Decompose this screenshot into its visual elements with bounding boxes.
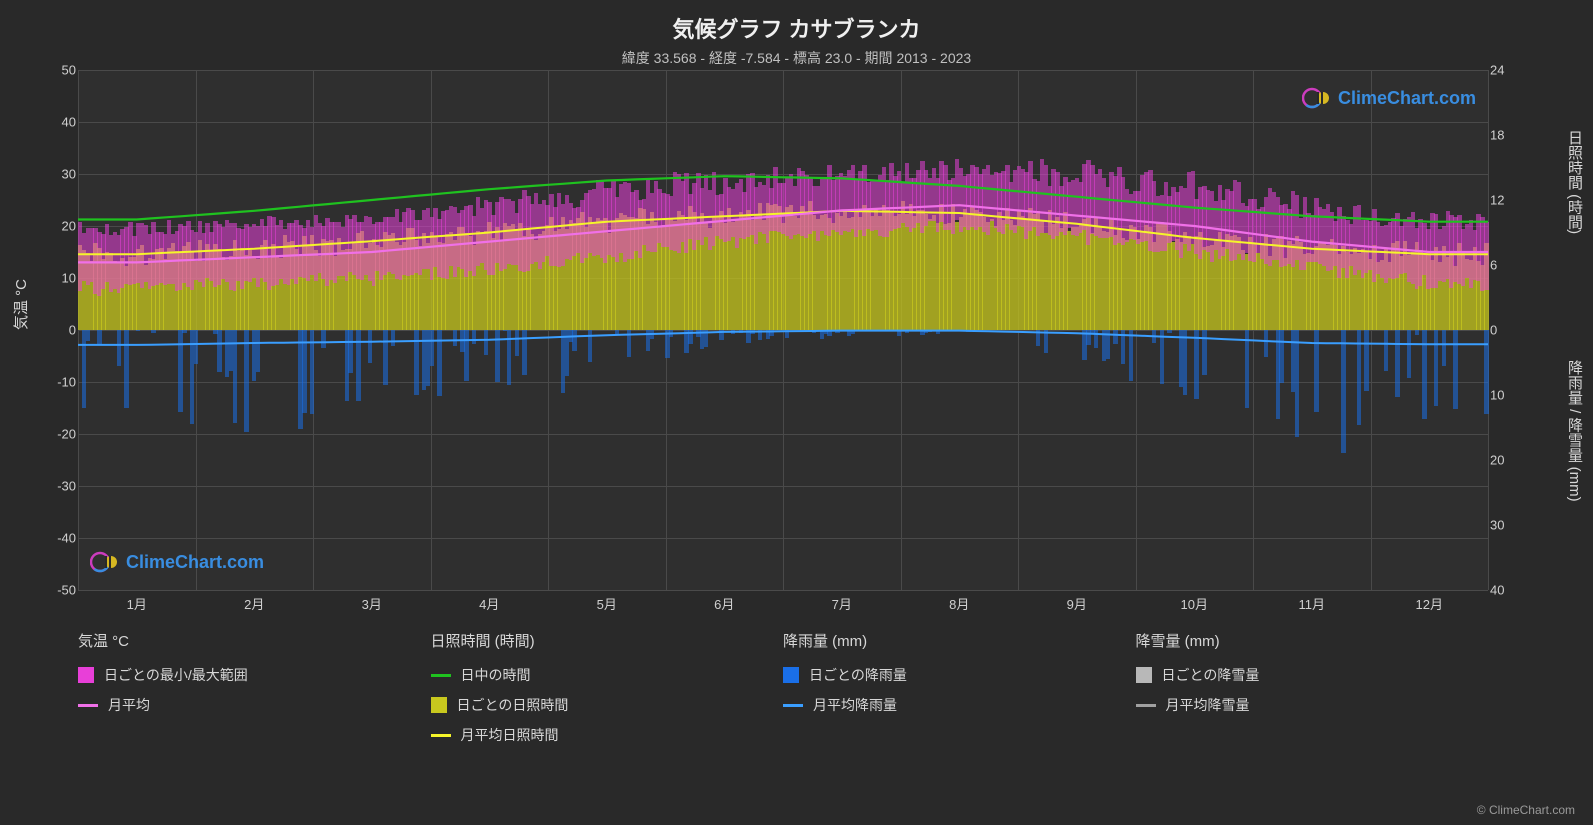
legend-label: 月平均 <box>108 695 150 715</box>
x-tick-month: 2月 <box>244 594 264 613</box>
legend-col-snow: 降雪量 (mm) 日ごとの降雪量 月平均降雪量 <box>1136 630 1489 745</box>
y-right-axis-label-sunshine: 日照時間 (時間) <box>1564 130 1585 234</box>
chart-subtitle: 緯度 33.568 - 経度 -7.584 - 標高 23.0 - 期間 201… <box>0 44 1593 68</box>
swatch-snow-daily <box>1136 667 1152 683</box>
footer-copyright: © ClimeChart.com <box>1477 803 1575 817</box>
gridline-vertical <box>1136 70 1137 590</box>
legend-item-sunshine-daily: 日ごとの日照時間 <box>431 695 784 715</box>
x-tick-month: 3月 <box>362 594 382 613</box>
swatch-sunshine-avg <box>431 734 451 737</box>
y-right-tick-sun: 18 <box>1490 128 1530 143</box>
y-left-axis: -50-40-30-20-1001020304050 <box>36 70 76 590</box>
legend-col-rain: 降雨量 (mm) 日ごとの降雨量 月平均降雨量 <box>783 630 1136 745</box>
gridline-vertical <box>783 70 784 590</box>
swatch-temp-avg <box>78 704 98 707</box>
legend-header-temp: 気温 °C <box>78 630 431 651</box>
y-left-tick: 20 <box>36 219 76 234</box>
y-right-tick-precip: 10 <box>1490 388 1530 403</box>
x-tick-month: 6月 <box>714 594 734 613</box>
legend-label: 月平均日照時間 <box>461 725 559 745</box>
legend-item-rain-daily: 日ごとの降雨量 <box>783 665 1136 685</box>
legend-header-snow: 降雪量 (mm) <box>1136 630 1489 651</box>
legend-header-rain: 降雨量 (mm) <box>783 630 1136 651</box>
legend-col-sunshine: 日照時間 (時間) 日中の時間 日ごとの日照時間 月平均日照時間 <box>431 630 784 745</box>
gridline-vertical <box>1253 70 1254 590</box>
y-left-axis-label: 気温 °C <box>10 279 31 330</box>
gridline-vertical <box>1018 70 1019 590</box>
y-left-tick: 0 <box>36 323 76 338</box>
x-tick-month: 1月 <box>127 594 147 613</box>
legend-label: 日ごとの降雪量 <box>1162 665 1260 685</box>
x-axis: 1月 2月 3月 4月 5月 6月 7月 8月 9月 10月 11月 12月 <box>78 594 1488 614</box>
legend-item-sunshine-avg: 月平均日照時間 <box>431 725 784 745</box>
y-right-tick-sun: 12 <box>1490 193 1530 208</box>
legend-label: 日中の時間 <box>461 665 531 685</box>
swatch-rain-daily <box>783 667 799 683</box>
y-left-tick: 30 <box>36 167 76 182</box>
gridline-vertical <box>1371 70 1372 590</box>
swatch-rain-avg <box>783 704 803 707</box>
x-tick-month: 10月 <box>1181 594 1208 613</box>
y-left-tick: -30 <box>36 479 76 494</box>
legend-item-snow-avg: 月平均降雪量 <box>1136 695 1489 715</box>
y-left-tick: -10 <box>36 375 76 390</box>
y-left-tick: -50 <box>36 583 76 598</box>
legend-label: 日ごとの日照時間 <box>457 695 569 715</box>
y-left-tick: -40 <box>36 531 76 546</box>
legend-header-sunshine: 日照時間 (時間) <box>431 630 784 651</box>
plot-area: ClimeChart.com ClimeChart.com <box>78 70 1488 590</box>
legend: 気温 °C 日ごとの最小/最大範囲 月平均 日照時間 (時間) 日中の時間 日ご… <box>78 630 1488 745</box>
y-left-tick: 50 <box>36 63 76 78</box>
chart-title: 気候グラフ カサブランカ <box>0 0 1593 44</box>
gridline-vertical <box>78 70 79 590</box>
legend-label: 日ごとの最小/最大範囲 <box>104 665 248 685</box>
swatch-daylight <box>431 674 451 677</box>
legend-item-snow-daily: 日ごとの降雪量 <box>1136 665 1489 685</box>
y-left-tick: -20 <box>36 427 76 442</box>
y-right-tick-sun: 0 <box>1490 323 1530 338</box>
y-left-tick: 10 <box>36 271 76 286</box>
y-left-tick: 40 <box>36 115 76 130</box>
y-right-tick-precip: 30 <box>1490 518 1530 533</box>
y-right-axis-label-precip: 降雨量 / 降雪量 (mm) <box>1564 360 1585 502</box>
y-right-axis: 0612182410203040 <box>1490 70 1530 590</box>
y-right-tick-sun: 24 <box>1490 63 1530 78</box>
x-tick-month: 4月 <box>479 594 499 613</box>
legend-label: 月平均降雨量 <box>813 695 897 715</box>
x-tick-month: 12月 <box>1416 594 1443 613</box>
x-tick-month: 5月 <box>597 594 617 613</box>
swatch-sunshine-daily <box>431 697 447 713</box>
legend-label: 月平均降雪量 <box>1166 695 1250 715</box>
legend-item-daylight: 日中の時間 <box>431 665 784 685</box>
legend-item-rain-avg: 月平均降雨量 <box>783 695 1136 715</box>
y-right-tick-precip: 40 <box>1490 583 1530 598</box>
swatch-snow-avg <box>1136 704 1156 707</box>
legend-label: 日ごとの降雨量 <box>809 665 907 685</box>
y-right-tick-sun: 6 <box>1490 258 1530 273</box>
gridline-vertical <box>548 70 549 590</box>
x-tick-month: 8月 <box>949 594 969 613</box>
legend-item-temp-avg: 月平均 <box>78 695 431 715</box>
x-tick-month: 11月 <box>1299 594 1326 613</box>
gridline-horizontal <box>78 590 1488 591</box>
x-tick-month: 9月 <box>1067 594 1087 613</box>
legend-item-temp-range: 日ごとの最小/最大範囲 <box>78 665 431 685</box>
x-tick-month: 7月 <box>832 594 852 613</box>
swatch-temp-range <box>78 667 94 683</box>
y-right-tick-precip: 20 <box>1490 453 1530 468</box>
legend-col-temperature: 気温 °C 日ごとの最小/最大範囲 月平均 <box>78 630 431 745</box>
